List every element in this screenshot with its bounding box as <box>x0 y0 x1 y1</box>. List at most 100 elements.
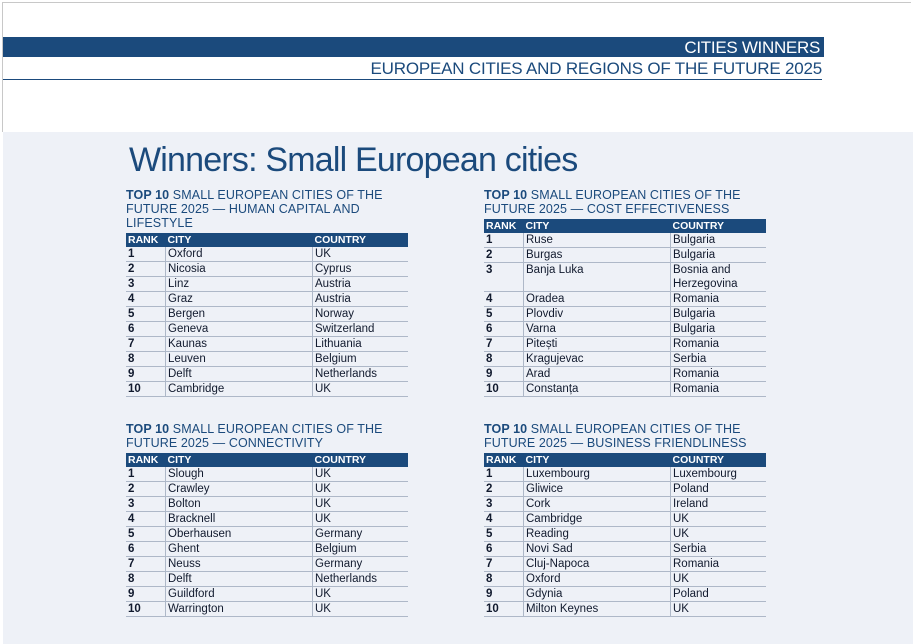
city-cell: Milton Keynes <box>523 601 671 617</box>
rank-cell: 9 <box>484 586 524 602</box>
table-row: 10 Warrington UK <box>126 601 408 617</box>
table-header-row: RANK CITY COUNTRY <box>484 219 766 233</box>
city-cell: Burgas <box>523 247 671 263</box>
table-row: 8 Kragujevac Serbia <box>484 351 766 367</box>
country-cell: Romania <box>670 556 766 572</box>
table-row: 8 Leuven Belgium <box>126 351 408 367</box>
rank-cell: 10 <box>484 601 524 617</box>
city-header: CITY <box>165 233 313 247</box>
rank-cell: 8 <box>484 351 524 367</box>
city-cell: Leuven <box>165 351 313 367</box>
rank-cell: 7 <box>126 556 166 572</box>
table-cost-effectiveness: TOP 10 SMALL EUROPEAN CITIES OF THE FUTU… <box>484 188 766 397</box>
city-cell: Pitești <box>523 336 671 352</box>
rank-cell: 3 <box>484 496 524 512</box>
rank-cell: 7 <box>484 556 524 572</box>
city-cell: Arad <box>523 366 671 382</box>
table-row: 10 Cambridge UK <box>126 381 408 397</box>
table-row: 3 Cork Ireland <box>484 496 766 512</box>
rank-cell: 3 <box>126 496 166 512</box>
table-title: TOP 10 SMALL EUROPEAN CITIES OF THE FUTU… <box>484 422 766 450</box>
country-cell: Switzerland <box>312 321 408 337</box>
city-cell: Ruse <box>523 233 671 248</box>
rank-cell: 4 <box>484 511 524 527</box>
table-human-capital: TOP 10 SMALL EUROPEAN CITIES OF THE FUTU… <box>126 188 408 397</box>
ranking-table: RANK CITY COUNTRY 1 Slough UK 2 Crawley UK 3 Bo… <box>126 453 408 617</box>
city-cell: Luxembourg <box>523 467 671 482</box>
city-cell: Warrington <box>165 601 313 617</box>
rank-cell: 5 <box>126 306 166 322</box>
city-cell: Bracknell <box>165 511 313 527</box>
rank-cell: 6 <box>126 541 166 557</box>
country-cell: UK <box>670 571 766 587</box>
table-row: 6 Geneva Switzerland <box>126 321 408 337</box>
table-row: 1 Slough UK <box>126 467 408 482</box>
rank-cell: 10 <box>126 381 166 397</box>
section-subtitle: EUROPEAN CITIES AND REGIONS OF THE FUTUR… <box>370 59 823 78</box>
country-cell: Netherlands <box>312 571 408 587</box>
city-cell: Cork <box>523 496 671 512</box>
table-row: 7 Pitești Romania <box>484 336 766 352</box>
city-header: CITY <box>523 453 671 467</box>
table-row: 3 Bolton UK <box>126 496 408 512</box>
table-row: 5 Bergen Norway <box>126 306 408 322</box>
country-cell: Serbia <box>670 541 766 557</box>
ranking-table: RANK CITY COUNTRY 1 Oxford UK 2 Nicosia Cypru… <box>126 233 408 397</box>
country-header: COUNTRY <box>670 453 766 467</box>
country-cell: Austria <box>312 291 408 307</box>
table-title-bold: TOP 10 <box>484 188 528 202</box>
rank-cell: 5 <box>484 526 524 542</box>
rank-cell: 9 <box>484 366 524 382</box>
header-divider <box>3 79 822 80</box>
country-cell: Romania <box>670 366 766 382</box>
country-cell: UK <box>670 526 766 542</box>
city-cell: Plovdiv <box>523 306 671 322</box>
rank-header: RANK <box>126 233 166 247</box>
country-cell: UK <box>312 381 408 397</box>
table-header-row: RANK CITY COUNTRY <box>484 453 766 467</box>
rank-cell: 7 <box>126 336 166 352</box>
rank-cell: 5 <box>484 306 524 322</box>
city-cell: Cambridge <box>165 381 313 397</box>
rank-cell: 3 <box>126 276 166 292</box>
rank-cell: 9 <box>126 586 166 602</box>
city-cell: Delft <box>165 571 313 587</box>
table-business-friendliness: TOP 10 SMALL EUROPEAN CITIES OF THE FUTU… <box>484 422 766 617</box>
table-title-rest: SMALL EUROPEAN CITIES OF THE FUTURE 2025… <box>484 422 747 450</box>
page-frame-top <box>2 2 911 3</box>
rank-cell: 10 <box>484 381 524 397</box>
city-cell: Slough <box>165 467 313 482</box>
country-header: COUNTRY <box>670 219 766 233</box>
city-cell: Gdynia <box>523 586 671 602</box>
rank-cell: 2 <box>126 261 166 277</box>
rank-cell: 1 <box>484 233 524 248</box>
country-cell: Cyprus <box>312 261 408 277</box>
country-cell: Bulgaria <box>670 233 766 248</box>
city-cell: Geneva <box>165 321 313 337</box>
table-header-row: RANK CITY COUNTRY <box>126 233 408 247</box>
city-cell: Oberhausen <box>165 526 313 542</box>
table-title: TOP 10 SMALL EUROPEAN CITIES OF THE FUTU… <box>126 188 408 230</box>
page-title: Winners: Small European cities <box>129 141 578 179</box>
city-cell: Gliwice <box>523 481 671 497</box>
table-row: 6 Novi Sad Serbia <box>484 541 766 557</box>
country-cell: Germany <box>312 526 408 542</box>
table-row: 4 Cambridge UK <box>484 511 766 527</box>
city-cell: Reading <box>523 526 671 542</box>
table-row: 3 Banja Luka Bosnia and Herzegovina <box>484 262 766 292</box>
country-cell: UK <box>312 481 408 497</box>
city-cell: Linz <box>165 276 313 292</box>
table-title-rest: SMALL EUROPEAN CITIES OF THE FUTURE 2025… <box>126 188 383 230</box>
table-row: 10 Constanța Romania <box>484 381 766 397</box>
section-header-bar: CITIES WINNERS <box>3 37 824 57</box>
rank-cell: 4 <box>484 291 524 307</box>
rank-cell: 8 <box>126 351 166 367</box>
table-title-bold: TOP 10 <box>126 188 170 202</box>
country-cell: Romania <box>670 291 766 307</box>
rank-header: RANK <box>484 219 524 233</box>
rank-cell: 4 <box>126 511 166 527</box>
ranking-table: RANK CITY COUNTRY 1 Luxembourg Luxembourg 2… <box>484 453 766 617</box>
rank-cell: 2 <box>484 481 524 497</box>
city-cell: Crawley <box>165 481 313 497</box>
table-row: 10 Milton Keynes UK <box>484 601 766 617</box>
